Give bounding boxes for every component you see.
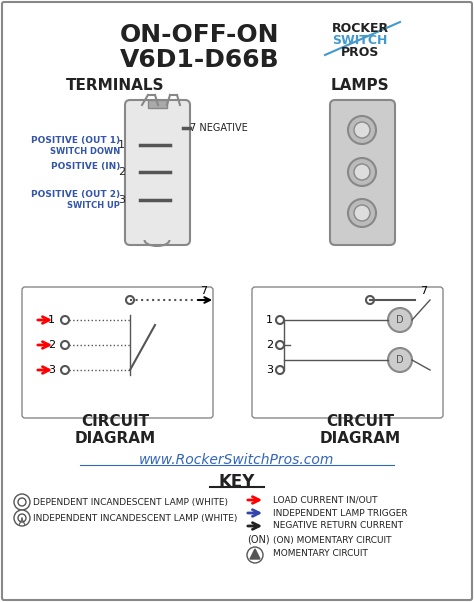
- Text: www.RockerSwitchPros.com: www.RockerSwitchPros.com: [139, 453, 335, 467]
- Text: LAMPS: LAMPS: [331, 78, 389, 93]
- Circle shape: [354, 164, 370, 180]
- Text: INDEPENDENT INCANDESCENT LAMP (WHITE): INDEPENDENT INCANDESCENT LAMP (WHITE): [33, 514, 237, 523]
- Circle shape: [18, 514, 26, 522]
- Bar: [148, 100, 167, 108]
- Circle shape: [388, 348, 412, 372]
- Circle shape: [348, 116, 376, 144]
- Text: 2: 2: [266, 340, 273, 350]
- Text: MOMENTARY CIRCUIT: MOMENTARY CIRCUIT: [273, 548, 368, 557]
- Text: (ON): (ON): [247, 535, 270, 545]
- Text: ON-OFF-ON: ON-OFF-ON: [120, 23, 280, 47]
- Circle shape: [276, 366, 284, 374]
- Circle shape: [14, 510, 30, 526]
- Circle shape: [276, 316, 284, 324]
- Text: POSITIVE (OUT 1): POSITIVE (OUT 1): [31, 135, 120, 144]
- Text: DEPENDENT INCANDESCENT LAMP (WHITE): DEPENDENT INCANDESCENT LAMP (WHITE): [33, 497, 228, 506]
- FancyBboxPatch shape: [125, 100, 190, 245]
- Text: 3: 3: [118, 195, 125, 205]
- Text: 2: 2: [48, 340, 55, 350]
- Text: 2: 2: [118, 167, 125, 177]
- Text: TERMINALS: TERMINALS: [66, 78, 164, 93]
- Text: POSITIVE (OUT 2): POSITIVE (OUT 2): [31, 190, 120, 199]
- Circle shape: [126, 296, 134, 304]
- Text: SWITCH UP: SWITCH UP: [67, 202, 120, 211]
- Circle shape: [61, 316, 69, 324]
- Text: 7: 7: [200, 286, 207, 296]
- Text: ROCKER: ROCKER: [331, 22, 389, 34]
- Text: 7 NEGATIVE: 7 NEGATIVE: [190, 123, 248, 133]
- FancyBboxPatch shape: [252, 287, 443, 418]
- Text: KEY: KEY: [219, 473, 255, 491]
- Text: POSITIVE (IN): POSITIVE (IN): [51, 163, 120, 172]
- Text: 3: 3: [48, 365, 55, 375]
- Circle shape: [388, 308, 412, 332]
- Text: CIRCUIT
DIAGRAM: CIRCUIT DIAGRAM: [74, 414, 155, 446]
- Polygon shape: [250, 549, 260, 559]
- FancyBboxPatch shape: [22, 287, 213, 418]
- FancyBboxPatch shape: [330, 100, 395, 245]
- Text: SWITCH: SWITCH: [332, 34, 388, 46]
- Text: D: D: [396, 355, 404, 365]
- Text: 1: 1: [48, 315, 55, 325]
- Circle shape: [348, 199, 376, 227]
- Text: SWITCH DOWN: SWITCH DOWN: [50, 146, 120, 155]
- Text: V6D1-D66B: V6D1-D66B: [120, 48, 280, 72]
- Text: CIRCUIT
DIAGRAM: CIRCUIT DIAGRAM: [319, 414, 401, 446]
- Text: 7: 7: [420, 286, 427, 296]
- Text: 1: 1: [266, 315, 273, 325]
- Text: LOAD CURRENT IN/OUT: LOAD CURRENT IN/OUT: [273, 495, 377, 504]
- Text: 3: 3: [266, 365, 273, 375]
- Circle shape: [61, 366, 69, 374]
- Circle shape: [276, 341, 284, 349]
- Circle shape: [18, 498, 26, 506]
- Circle shape: [14, 494, 30, 510]
- Circle shape: [366, 296, 374, 304]
- Circle shape: [61, 341, 69, 349]
- Text: PROS: PROS: [341, 46, 379, 58]
- Circle shape: [354, 205, 370, 221]
- Text: NEGATIVE RETURN CURRENT: NEGATIVE RETURN CURRENT: [273, 521, 403, 530]
- Circle shape: [354, 122, 370, 138]
- Text: D: D: [396, 315, 404, 325]
- Text: (ON) MOMENTARY CIRCUIT: (ON) MOMENTARY CIRCUIT: [273, 536, 392, 544]
- Circle shape: [348, 158, 376, 186]
- Text: 1: 1: [118, 140, 125, 150]
- Text: INDEPENDENT LAMP TRIGGER: INDEPENDENT LAMP TRIGGER: [273, 509, 408, 518]
